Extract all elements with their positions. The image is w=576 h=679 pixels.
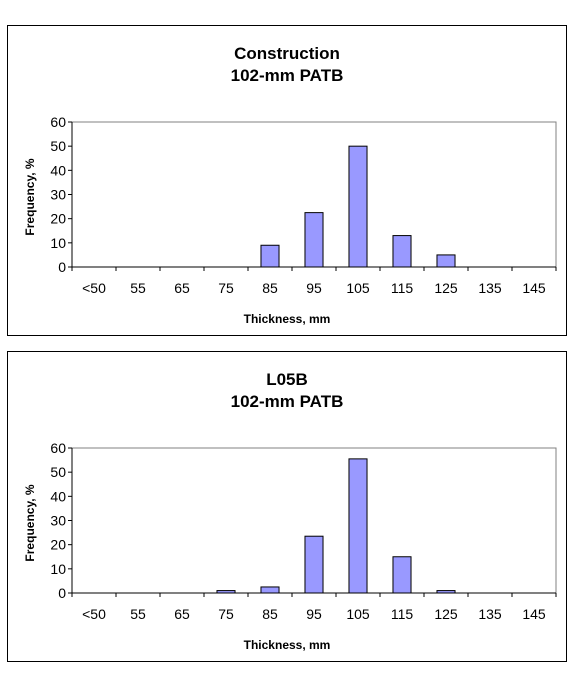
x-tick-label: 115: [391, 280, 414, 296]
x-tick-label: <50: [82, 280, 106, 296]
y-tick-label: 30: [50, 187, 66, 203]
chart-panel-construction: Construction 102-mm PATB Thickness, mm F…: [7, 25, 567, 336]
bar: [348, 458, 368, 594]
x-tick-label: 105: [346, 606, 370, 622]
bar: [260, 586, 280, 594]
y-tick-label: 40: [50, 162, 66, 178]
x-tick-label: 105: [346, 280, 370, 296]
chart-construction: Construction 102-mm PATB Thickness, mm F…: [23, 44, 557, 326]
x-tick-label: 135: [478, 280, 502, 296]
y-tick-label: 60: [50, 440, 66, 456]
x-tick-label: 85: [262, 606, 278, 622]
bar: [392, 556, 412, 594]
chart-panel-l05b: L05B 102-mm PATB Thickness, mm Frequency…: [7, 351, 567, 662]
x-tick-label: 145: [522, 280, 546, 296]
x-tick-label: 75: [218, 606, 234, 622]
bar: [392, 235, 412, 268]
bar: [436, 590, 456, 594]
x-tick-label: <50: [82, 606, 106, 622]
y-tick-label: 30: [50, 513, 66, 529]
x-tick-label: 65: [174, 280, 190, 296]
y-tick-label: 50: [50, 138, 66, 154]
y-tick-label: 20: [50, 211, 66, 227]
x-tick-label: 85: [262, 280, 278, 296]
y-tick-label: 0: [58, 259, 66, 275]
x-tick-label: 75: [218, 280, 234, 296]
bar: [348, 145, 368, 268]
chart-l05b: L05B 102-mm PATB Thickness, mm Frequency…: [23, 370, 557, 652]
y-axis-label: Frequency, %: [23, 158, 37, 235]
y-tick-label: 60: [50, 114, 66, 130]
y-tick-label: 40: [50, 488, 66, 504]
x-tick-label: 135: [478, 606, 502, 622]
x-tick-label: 55: [130, 606, 146, 622]
x-axis-label: Thickness, mm: [244, 312, 331, 326]
y-axis-label: Frequency, %: [23, 484, 37, 561]
chart-title-line-1: Construction: [234, 44, 340, 63]
bar: [304, 535, 324, 594]
chart-title-line-2: 102-mm PATB: [231, 392, 344, 411]
y-tick-label: 20: [50, 537, 66, 553]
bar: [216, 590, 236, 594]
y-tick-label: 10: [50, 235, 66, 251]
x-tick-label: 55: [130, 280, 146, 296]
x-tick-label: 65: [174, 606, 190, 622]
x-tick-label: 125: [434, 280, 458, 296]
bar: [304, 212, 324, 268]
x-tick-label: 95: [306, 606, 322, 622]
y-tick-label: 50: [50, 464, 66, 480]
x-axis-label: Thickness, mm: [244, 638, 331, 652]
x-tick-label: 95: [306, 280, 322, 296]
y-tick-label: 0: [58, 585, 66, 601]
x-tick-label: 115: [391, 606, 414, 622]
y-tick-label: 10: [50, 561, 66, 577]
bar: [436, 254, 456, 268]
bar: [260, 244, 280, 268]
x-tick-label: 125: [434, 606, 458, 622]
chart-title-line-1: L05B: [266, 370, 308, 389]
chart-title-line-2: 102-mm PATB: [231, 66, 344, 85]
x-tick-label: 145: [522, 606, 546, 622]
